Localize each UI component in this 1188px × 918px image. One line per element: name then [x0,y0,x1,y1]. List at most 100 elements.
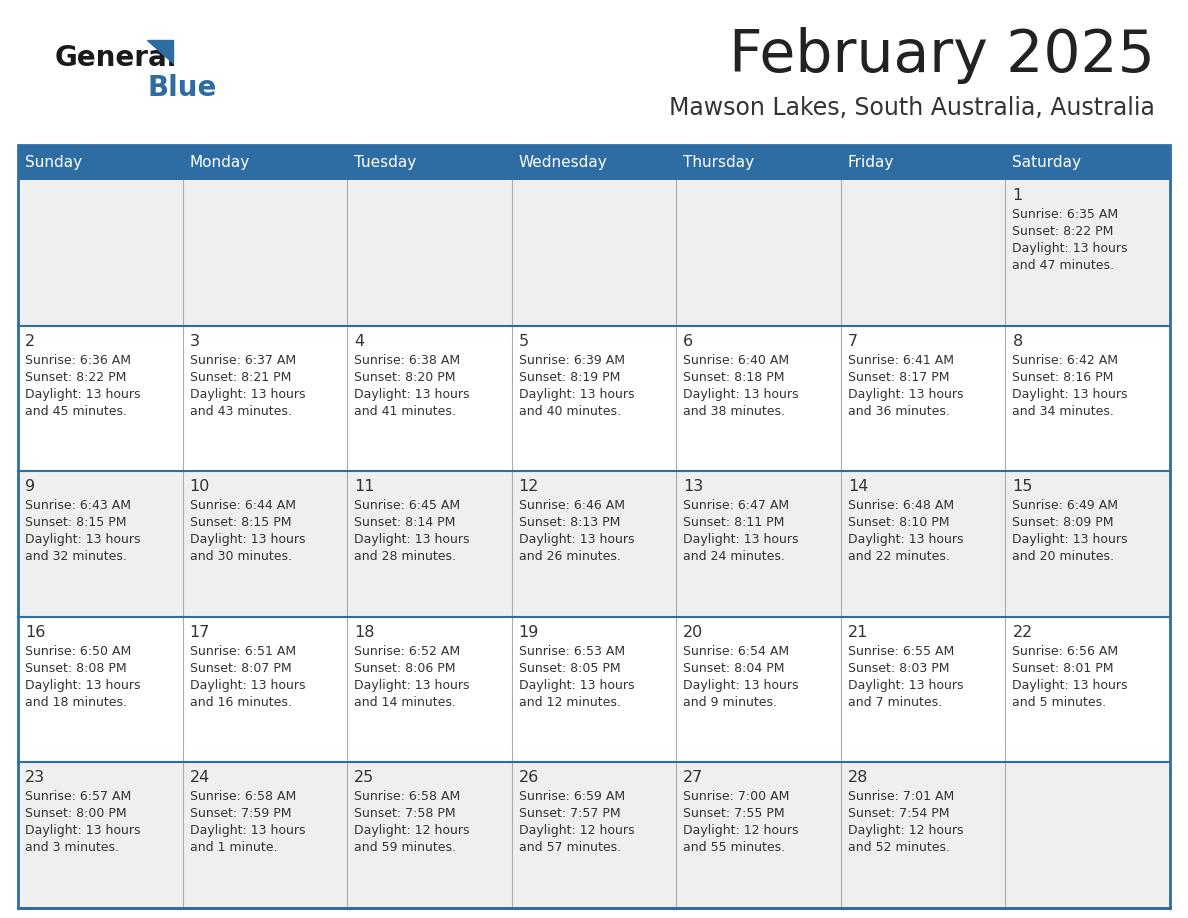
Text: Sunset: 8:03 PM: Sunset: 8:03 PM [848,662,949,675]
Bar [1005,180,1170,326]
Text: Sunset: 8:14 PM: Sunset: 8:14 PM [354,516,455,529]
Text: and 32 minutes.: and 32 minutes. [25,550,127,564]
Text: Sunset: 8:21 PM: Sunset: 8:21 PM [190,371,291,384]
Text: Daylight: 13 hours: Daylight: 13 hours [848,533,963,546]
Text: Sunrise: 6:47 AM: Sunrise: 6:47 AM [683,499,789,512]
Text: Daylight: 12 hours: Daylight: 12 hours [683,824,798,837]
Text: 15: 15 [1012,479,1032,494]
Text: Sunrise: 6:51 AM: Sunrise: 6:51 AM [190,644,296,658]
Text: Sunset: 8:06 PM: Sunset: 8:06 PM [354,662,456,675]
Bar [183,326,347,471]
Text: Wednesday: Wednesday [519,155,607,170]
Text: 2: 2 [25,333,36,349]
Bar [183,180,347,326]
Bar [841,180,1005,326]
Text: and 14 minutes.: and 14 minutes. [354,696,456,709]
Text: and 38 minutes.: and 38 minutes. [683,405,785,418]
Bar [512,617,676,763]
Bar [676,617,841,763]
Text: and 59 minutes.: and 59 minutes. [354,842,456,855]
Text: Thursday: Thursday [683,155,754,170]
Text: Sunrise: 6:58 AM: Sunrise: 6:58 AM [190,790,296,803]
Text: Sunrise: 6:39 AM: Sunrise: 6:39 AM [519,353,625,366]
Text: Sunrise: 7:01 AM: Sunrise: 7:01 AM [848,790,954,803]
Text: Sunrise: 6:49 AM: Sunrise: 6:49 AM [1012,499,1118,512]
Text: Sunrise: 7:00 AM: Sunrise: 7:00 AM [683,790,790,803]
Text: Sunset: 8:11 PM: Sunset: 8:11 PM [683,516,784,529]
Bar [183,617,347,763]
Bar [18,763,183,908]
Bar [841,763,1005,908]
Text: Sunrise: 6:48 AM: Sunrise: 6:48 AM [848,499,954,512]
Text: Sunset: 8:07 PM: Sunset: 8:07 PM [190,662,291,675]
Text: Sunset: 8:16 PM: Sunset: 8:16 PM [1012,371,1114,384]
Text: Daylight: 13 hours: Daylight: 13 hours [1012,387,1127,400]
Text: 6: 6 [683,333,694,349]
Bar [512,180,676,326]
Text: 8: 8 [1012,333,1023,349]
Text: Daylight: 13 hours: Daylight: 13 hours [683,387,798,400]
Text: Daylight: 13 hours: Daylight: 13 hours [190,533,305,546]
Bar [512,326,676,471]
Bar [18,145,1170,908]
Text: Sunset: 7:54 PM: Sunset: 7:54 PM [848,808,949,821]
Text: 20: 20 [683,625,703,640]
Text: 22: 22 [1012,625,1032,640]
Text: Sunset: 8:15 PM: Sunset: 8:15 PM [25,516,126,529]
Bar [18,180,183,326]
Text: Sunrise: 6:37 AM: Sunrise: 6:37 AM [190,353,296,366]
Text: 10: 10 [190,479,210,494]
Text: Daylight: 13 hours: Daylight: 13 hours [519,387,634,400]
Bar [347,763,512,908]
Text: Sunset: 7:57 PM: Sunset: 7:57 PM [519,808,620,821]
Text: Daylight: 13 hours: Daylight: 13 hours [354,533,469,546]
Text: and 18 minutes.: and 18 minutes. [25,696,127,709]
Text: Daylight: 13 hours: Daylight: 13 hours [683,533,798,546]
Text: and 43 minutes.: and 43 minutes. [190,405,291,418]
Polygon shape [147,40,173,63]
Text: Daylight: 12 hours: Daylight: 12 hours [848,824,963,837]
Text: Sunrise: 6:55 AM: Sunrise: 6:55 AM [848,644,954,658]
Text: 7: 7 [848,333,858,349]
Text: Daylight: 13 hours: Daylight: 13 hours [1012,678,1127,692]
Text: Sunrise: 6:36 AM: Sunrise: 6:36 AM [25,353,131,366]
Text: Sunrise: 6:46 AM: Sunrise: 6:46 AM [519,499,625,512]
Text: 4: 4 [354,333,365,349]
Text: Sunset: 7:58 PM: Sunset: 7:58 PM [354,808,456,821]
Bar [18,617,183,763]
Text: 23: 23 [25,770,45,786]
Text: Sunset: 8:17 PM: Sunset: 8:17 PM [848,371,949,384]
Text: Sunrise: 6:59 AM: Sunrise: 6:59 AM [519,790,625,803]
Text: Sunrise: 6:54 AM: Sunrise: 6:54 AM [683,644,789,658]
Bar [1005,763,1170,908]
Bar [512,763,676,908]
Text: 25: 25 [354,770,374,786]
Text: Daylight: 13 hours: Daylight: 13 hours [190,678,305,692]
Text: Sunrise: 6:58 AM: Sunrise: 6:58 AM [354,790,461,803]
Bar [676,326,841,471]
Text: and 26 minutes.: and 26 minutes. [519,550,620,564]
Text: Sunrise: 6:42 AM: Sunrise: 6:42 AM [1012,353,1118,366]
Text: 18: 18 [354,625,374,640]
Text: Mawson Lakes, South Australia, Australia: Mawson Lakes, South Australia, Australia [669,96,1155,120]
Text: and 40 minutes.: and 40 minutes. [519,405,620,418]
Text: and 20 minutes.: and 20 minutes. [1012,550,1114,564]
Bar [18,145,1170,180]
Text: Sunrise: 6:56 AM: Sunrise: 6:56 AM [1012,644,1119,658]
Text: Sunrise: 6:52 AM: Sunrise: 6:52 AM [354,644,460,658]
Text: Sunday: Sunday [25,155,82,170]
Bar [18,145,1170,908]
Text: 14: 14 [848,479,868,494]
Text: Sunset: 8:04 PM: Sunset: 8:04 PM [683,662,785,675]
Text: and 24 minutes.: and 24 minutes. [683,550,785,564]
Text: General: General [55,44,177,72]
Text: and 45 minutes.: and 45 minutes. [25,405,127,418]
Text: 12: 12 [519,479,539,494]
Text: Sunset: 7:55 PM: Sunset: 7:55 PM [683,808,785,821]
Text: Sunrise: 6:40 AM: Sunrise: 6:40 AM [683,353,789,366]
Text: 13: 13 [683,479,703,494]
Text: Sunset: 8:20 PM: Sunset: 8:20 PM [354,371,456,384]
Text: Daylight: 13 hours: Daylight: 13 hours [519,678,634,692]
Text: Sunrise: 6:38 AM: Sunrise: 6:38 AM [354,353,460,366]
Text: Daylight: 13 hours: Daylight: 13 hours [848,387,963,400]
